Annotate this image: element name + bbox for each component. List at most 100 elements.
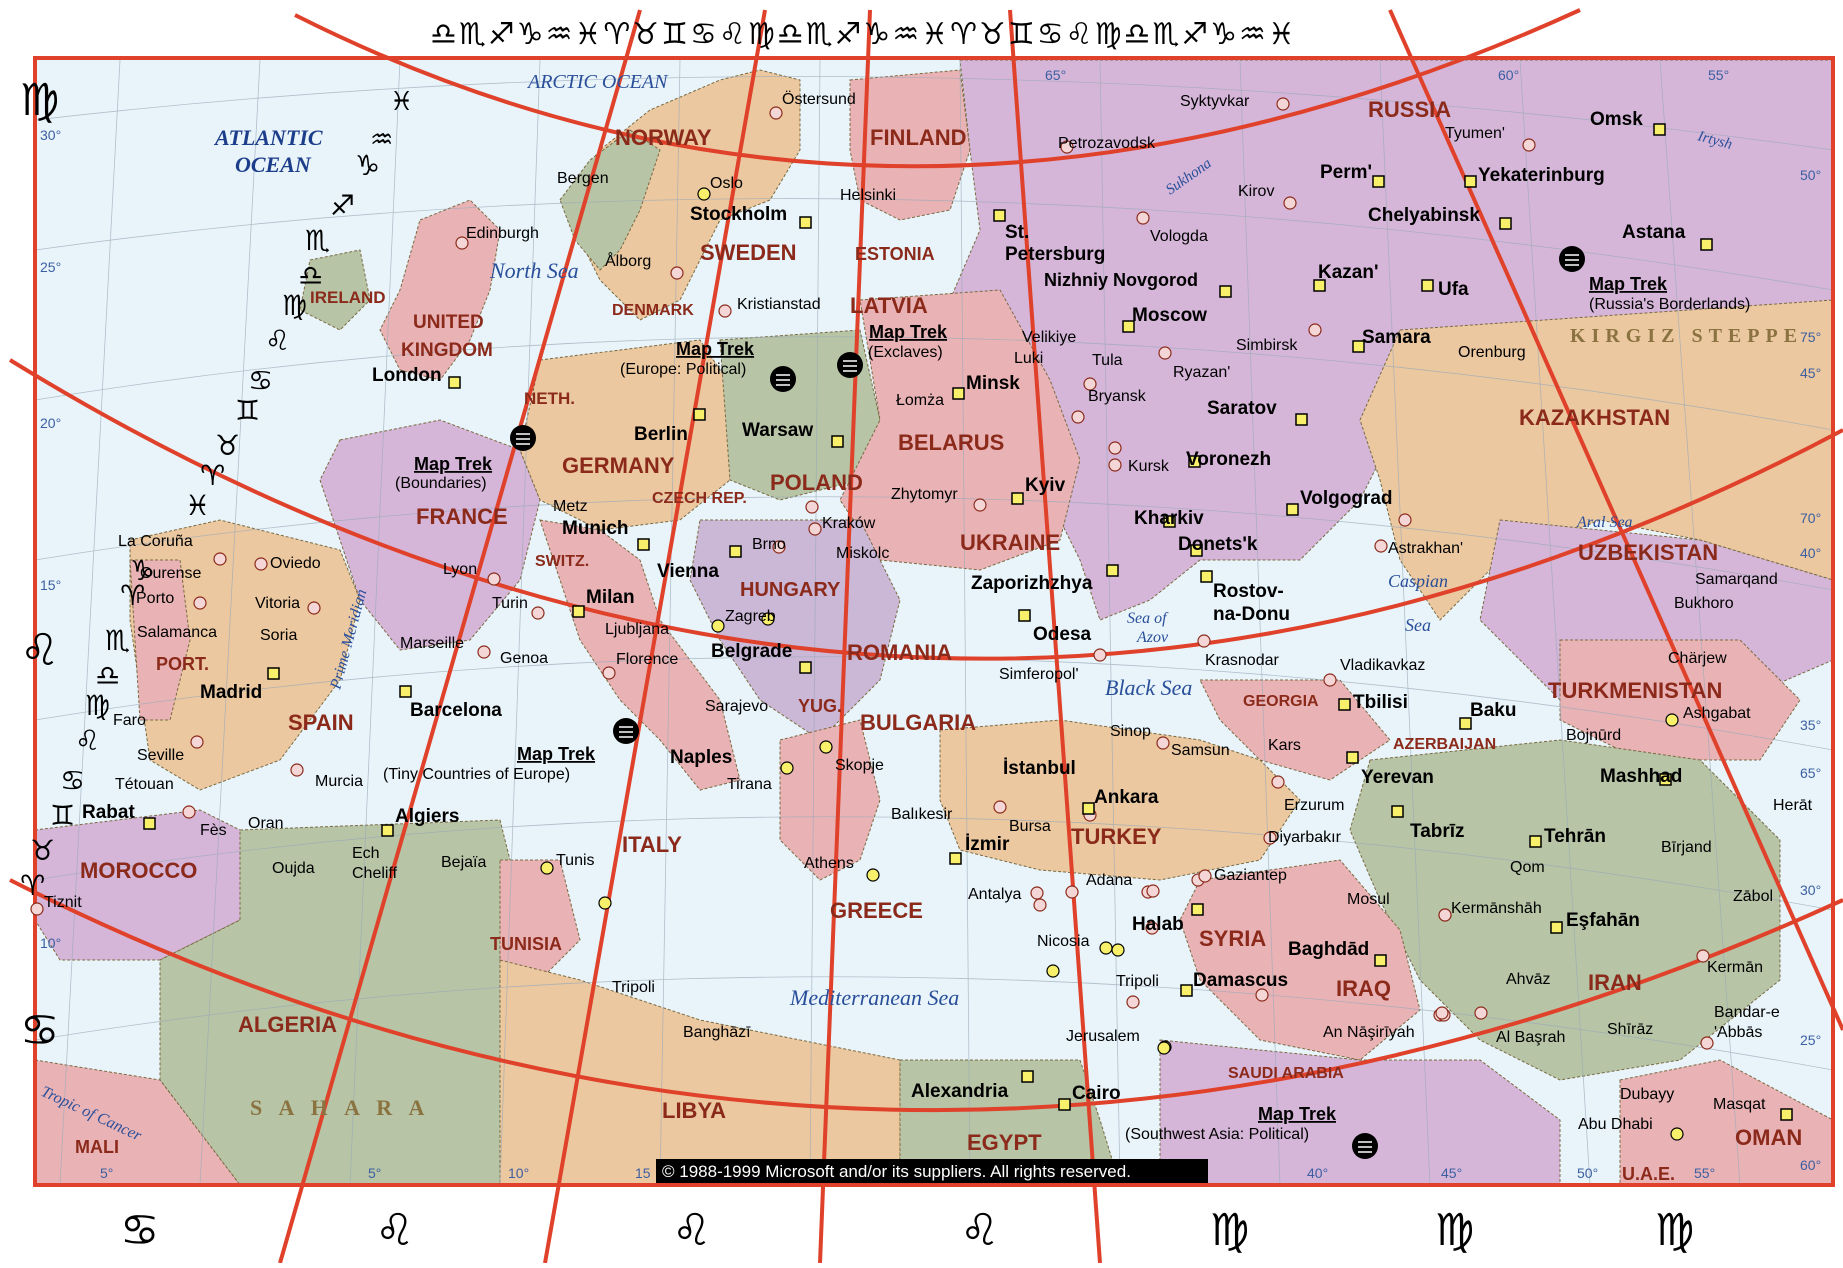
city-label: Skopje	[835, 757, 884, 774]
city-label: Salamanca	[137, 624, 217, 641]
country-labels: NORWAY FINLAND RUSSIA SWEDEN ESTONIA LAT…	[75, 97, 1802, 1184]
map-trek-subtitle[interactable]: (Tiny Countries of Europe)	[383, 766, 570, 783]
city-label: Orenburg	[1458, 344, 1526, 361]
city-label: İzmir	[965, 834, 1010, 855]
city-label: Mashhad	[1600, 766, 1682, 787]
map-trek-link-tiny-countries[interactable]: Map Trek (Tiny Countries of Europe)	[383, 744, 596, 783]
map-trek-subtitle[interactable]: (Russia's Borderlands)	[1589, 296, 1750, 313]
map-trek-links[interactable]: Map Trek (Europe: Political) Map Trek (E…	[383, 274, 1750, 1143]
sagittarius-glyph: ♐	[330, 189, 355, 222]
city-label: Yerevan	[1361, 767, 1434, 788]
city-label: Balıkesir	[891, 806, 953, 823]
city-label: Syktyvkar	[1180, 93, 1250, 110]
city-label: Eşfahān	[1566, 910, 1640, 931]
country-label: KINGDOM	[401, 340, 493, 361]
country-label: MALI	[75, 1137, 119, 1157]
map-trek-subtitle[interactable]: (Boundaries)	[395, 475, 487, 492]
country-label: UKRAINE	[960, 530, 1060, 555]
map-trek-link-exclaves[interactable]: Map Trek (Exclaves)	[868, 322, 948, 361]
map-trek-title[interactable]: Map Trek	[676, 339, 755, 359]
country-label: ESTONIA	[855, 244, 935, 264]
longitude-label: 55°	[1694, 1165, 1715, 1181]
map-trek-subtitle[interactable]: (Southwest Asia: Political)	[1125, 1126, 1309, 1143]
virgo-glyph: ♍	[282, 289, 307, 322]
country-label: ALGERIA	[238, 1012, 337, 1037]
country-label: GEORGIA	[1243, 693, 1319, 710]
country-label: IRAQ	[1336, 976, 1391, 1001]
taurus-glyph: ♉	[215, 429, 240, 462]
map-trek-subtitle[interactable]: (Europe: Political)	[620, 361, 746, 378]
city-label: Berlin	[634, 424, 688, 445]
city-label: Metz	[553, 498, 588, 515]
map-trek-link-russias-borderlands[interactable]: Map Trek (Russia's Borderlands)	[1589, 274, 1750, 313]
city-label: Ashgabat	[1683, 705, 1751, 722]
city-label: Kristianstad	[737, 296, 821, 313]
map-trek-title[interactable]: Map Trek	[869, 322, 948, 342]
virgo-glyph: ♍	[1210, 1205, 1249, 1256]
city-label: London	[372, 365, 442, 386]
longitude-label: 35°	[1800, 717, 1821, 733]
longitude-label: 30°	[1800, 882, 1821, 898]
latitude-label: 10°	[40, 935, 61, 951]
country-label: OMAN	[1735, 1125, 1802, 1150]
map-trek-link-europe-political[interactable]: Map Trek (Europe: Political)	[620, 339, 755, 378]
city-label: Lyon	[443, 561, 477, 578]
country-label: NORWAY	[615, 125, 712, 150]
map-trek-title[interactable]: Map Trek	[1258, 1104, 1337, 1124]
city-label: Bukhoro	[1674, 595, 1734, 612]
city-label: Samarqand	[1695, 571, 1778, 588]
map-trek-subtitle[interactable]: (Exclaves)	[868, 344, 943, 361]
country-label: U.A.E.	[1622, 1164, 1675, 1184]
city-label: Vienna	[657, 561, 719, 582]
city-label: Tehrān	[1544, 826, 1606, 847]
virgo-glyph: ♍	[85, 689, 110, 722]
map-trek-link-southwest-asia[interactable]: Map Trek (Southwest Asia: Political)	[1125, 1104, 1337, 1143]
city-label: Ankara	[1094, 787, 1159, 808]
map-trek-link-boundaries[interactable]: Map Trek (Boundaries)	[395, 454, 493, 492]
country-label: UNITED	[413, 312, 484, 333]
kirgiz-steppe-label: KIRGIZ STEPPE	[1570, 325, 1803, 347]
city-label: Petrozavodsk	[1058, 135, 1156, 152]
city-label: Athens	[804, 855, 854, 872]
north-sea-label: North Sea	[489, 258, 579, 283]
city-label: Mosul	[1347, 891, 1390, 908]
map-trek-title[interactable]: Map Trek	[517, 744, 596, 764]
city-label: Naples	[670, 747, 732, 768]
city-label: Kirov	[1238, 183, 1274, 200]
city-label: Tbilisi	[1353, 692, 1408, 713]
country-label: SWITZ.	[535, 553, 589, 570]
city-label: Simbirsk	[1236, 337, 1298, 354]
copyright-text: © 1988-1999 Microsoft and/or its supplie…	[662, 1162, 1131, 1181]
latitude-label: 25°	[40, 259, 61, 275]
city-label: Kars	[1268, 737, 1301, 754]
city-label: Zagreb	[725, 608, 776, 625]
city-label: Madrid	[200, 682, 262, 703]
country-label: YUG.	[798, 696, 842, 716]
map-trek-title[interactable]: Map Trek	[1589, 274, 1668, 294]
aral-sea-label: Aral Sea	[1576, 514, 1633, 531]
city-label: Tirana	[727, 776, 772, 793]
city-label: Oujda	[272, 860, 315, 877]
longitude-label: 60°	[1498, 67, 1519, 83]
city-label: Bergen	[557, 170, 609, 187]
city-label: Edinburgh	[466, 225, 539, 242]
city-label: Florence	[616, 651, 678, 668]
city-label: Tunis	[556, 852, 595, 869]
atlantic-ocean-label: ATLANTIC	[213, 125, 323, 150]
city-label: Genoa	[500, 650, 548, 667]
country-label: ITALY	[622, 832, 682, 857]
latitude-label: 15°	[40, 577, 61, 593]
virgo-glyph: ♍	[1655, 1205, 1694, 1256]
capricorn-glyph: ♑	[130, 554, 155, 587]
city-label: Seville	[137, 747, 184, 764]
city-label: Helsinki	[840, 187, 896, 204]
caspian-sea-label: Caspian	[1388, 571, 1448, 591]
map-trek-title[interactable]: Map Trek	[414, 454, 493, 474]
city-label: Kursk	[1128, 458, 1170, 475]
country-label: FRANCE	[416, 504, 508, 529]
city-label: Ryazan'	[1173, 364, 1230, 381]
country-label: SYRIA	[1199, 926, 1266, 951]
city-label: La Coruña	[118, 533, 193, 550]
city-label: Abu Dhabi	[1578, 1116, 1653, 1133]
city-label: Kharkiv	[1134, 508, 1204, 529]
